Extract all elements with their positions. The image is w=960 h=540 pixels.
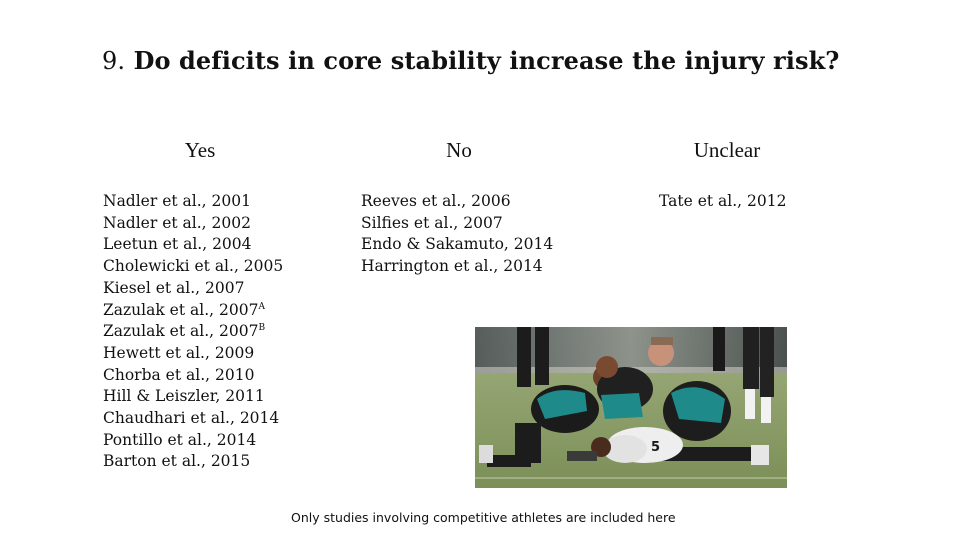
study-citation-text: Endo & Sakamuto, 2014 [361,235,554,254]
study-citation-text: Reeves et al., 2006 [361,192,511,210]
study-citation-superscript: B [258,323,266,334]
study-citation-text: Kiesel et al., 2007 [103,278,245,297]
study-citation-text: Nadler et al., 2002 [103,213,251,232]
study-citation: Pontillo et al., 2014 [103,430,283,452]
column-heading-unclear: Unclear [693,138,761,162]
study-citation-text: Hewett et al., 2009 [103,343,255,362]
study-list-no: Reeves et al., 2006 Silfies et al., 2007 E… [361,191,553,278]
study-citation: Kiesel et al., 2007 [103,278,283,300]
study-citation-text: Harrington et al., 2014 [361,257,543,276]
study-citation: Zazulak et al., 2007B [103,321,283,343]
study-citation: Nadler et al., 2002 [103,213,283,235]
study-citation-text: Pontillo et al., 2014 [103,430,257,449]
study-citation-text: Zazulak et al., 2007 [103,300,259,319]
study-citation: Chaudhari et al., 2014 [103,408,283,430]
study-citation: Hill & Leiszler, 2011 [103,386,283,408]
study-list-yes: Nadler et al., 2001 Nadler et al., 2002 Le… [103,191,283,473]
study-citation-text: Zazulak et al., 2007 [103,322,259,341]
study-citation-text: Tate et al., 2012 [659,192,787,210]
study-citation: Tate et al., 2012 [659,191,786,213]
slide-title: 9. Do deficits in core stability increas… [102,46,902,75]
study-citation: Silfies et al., 2007 [361,213,553,235]
slide-title-text: Do deficits in core stability increase t… [133,46,840,75]
footnote: Only studies involving competitive athle… [291,510,676,525]
study-citation-text: Barton et al., 2015 [103,452,251,471]
study-citation-text: Leetun et al., 2004 [103,235,252,254]
column-heading-no: No [446,138,472,162]
study-list-unclear: Tate et al., 2012 [659,191,786,213]
study-citation: Endo & Sakamuto, 2014 [361,234,553,256]
study-citation: Cholewicki et al., 2005 [103,256,283,278]
study-citation-text: Chorba et al., 2010 [103,365,255,384]
injured-athlete-photo: 5 [475,327,787,488]
column-heading-yes: Yes [184,138,216,162]
study-citation-text: Nadler et al., 2001 [103,192,251,210]
jersey-number: 5 [651,440,660,455]
study-citation-text: Hill & Leiszler, 2011 [103,387,265,406]
study-citation-superscript: A [258,301,265,312]
study-citation-text: Cholewicki et al., 2005 [103,257,284,276]
study-citation: Nadler et al., 2001 [103,191,283,213]
study-citation: Barton et al., 2015 [103,451,283,473]
study-citation: Hewett et al., 2009 [103,343,283,365]
study-citation: Reeves et al., 2006 [361,191,553,213]
study-citation-text: Silfies et al., 2007 [361,213,503,232]
study-citation-text: Chaudhari et al., 2014 [103,409,280,428]
slide-title-number: 9. [102,47,126,75]
study-citation: Chorba et al., 2010 [103,365,283,387]
study-citation: Harrington et al., 2014 [361,256,553,278]
study-citation: Leetun et al., 2004 [103,234,283,256]
study-citation: Zazulak et al., 2007A [103,300,283,322]
